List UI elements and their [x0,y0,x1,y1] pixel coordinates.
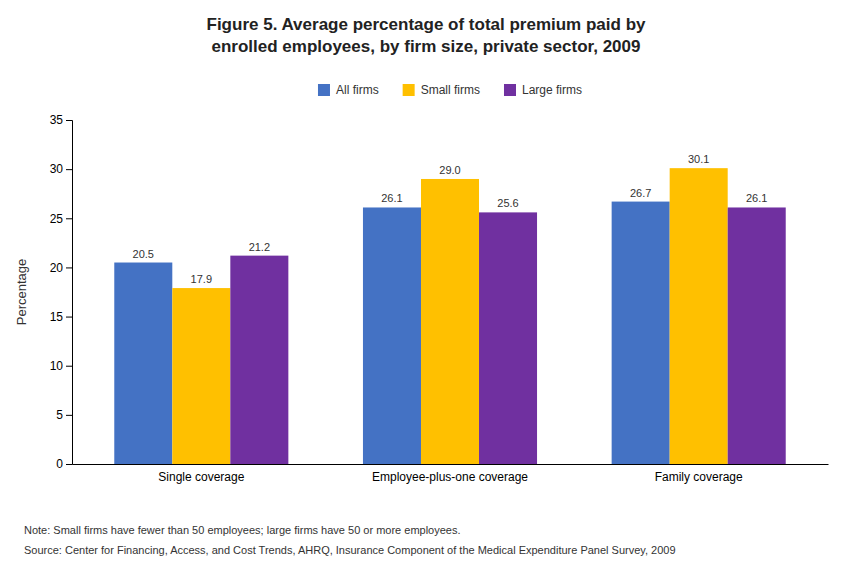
y-tick: 25 [50,212,72,226]
bar [479,212,537,464]
y-tick-label: 15 [50,310,64,324]
legend-label: Small firms [421,83,480,97]
data-label: 25.6 [497,197,518,209]
bar [728,207,786,464]
x-tick-label: Single coverage [158,470,244,484]
x-tick: Single coverage [158,470,244,484]
y-tick: 0 [56,457,72,471]
chart-svg: Figure 5. Average percentage of total pr… [0,0,852,576]
annotation: Note: Small firms have fewer than 50 emp… [24,524,461,536]
y-tick: 15 [50,310,72,324]
legend-item: Large firms [504,83,582,97]
y-tick-mark [66,267,72,268]
annotation: Source: Center for Financing, Access, an… [24,544,676,556]
y-tick: 5 [56,408,72,422]
y-tick-mark [66,415,72,416]
legend-swatch [403,84,415,96]
data-label: 29.0 [439,164,460,176]
y-axis-title: Percentage [14,259,29,326]
x-axis-line [73,464,829,465]
y-tick-label: 20 [50,261,64,275]
legend: All firms Small firms Large firms [318,83,582,97]
legend-item: All firms [318,83,379,97]
y-tick-mark [66,464,72,465]
legend-label: Large firms [522,83,582,97]
y-tick-label: 35 [50,113,64,127]
bar [612,202,670,464]
bar-series [172,168,727,464]
bar-series [114,202,669,464]
bar [230,256,288,464]
legend-label: All firms [336,83,379,97]
data-label: 30.1 [688,153,709,165]
bars [114,168,785,464]
y-axis: 0 5 10 15 20 25 30 35 [50,113,73,471]
y-tick: 20 [50,261,72,275]
data-label: 26.1 [381,192,402,204]
x-tick-label: Employee-plus-one coverage [372,470,528,484]
y-tick: 30 [50,162,72,176]
data-label: 26.1 [746,192,767,204]
y-tick-label: 25 [50,212,64,226]
y-tick-label: 30 [50,162,64,176]
y-axis-line [66,121,73,465]
data-label: 21.2 [249,241,270,253]
bar-series [230,207,785,464]
bar [363,207,421,464]
bar [114,263,172,464]
y-tick-mark [66,366,72,367]
x-tick: Employee-plus-one coverage [372,470,528,484]
x-tick: Family coverage [655,470,743,484]
y-tick-label: 5 [56,408,63,422]
plot: 0 5 10 15 20 25 30 35 Single coverage Employee-pl… [14,113,829,483]
data-label: 26.7 [630,187,651,199]
title-line: Figure 5. Average percentage of total pr… [207,15,646,34]
legend-item: Small firms [403,83,480,97]
bar [421,179,479,464]
x-tick-label: Family coverage [655,470,743,484]
legend-swatch [504,84,516,96]
data-labels: 20.5 26.1 26.7 17.9 29.0 30.1 21.2 25.6 26.1 [133,153,768,285]
data-label: 20.5 [133,248,154,260]
legend-swatch [318,84,330,96]
y-tick-label: 0 [56,457,63,471]
bar [670,168,728,464]
bar [172,288,230,464]
data-label: 17.9 [191,273,212,285]
y-tick: 35 [50,113,72,127]
y-tick: 10 [50,359,72,373]
y-tick-mark [66,317,72,318]
y-tick-mark [66,218,72,219]
title: Figure 5. Average percentage of total pr… [207,15,646,56]
y-tick-mark [66,169,72,170]
y-tick-mark [66,120,72,121]
title-line: enrolled employees, by firm size, privat… [212,37,641,56]
x-axis: Single coverage Employee-plus-one coverag… [73,465,829,484]
y-tick-label: 10 [50,359,64,373]
